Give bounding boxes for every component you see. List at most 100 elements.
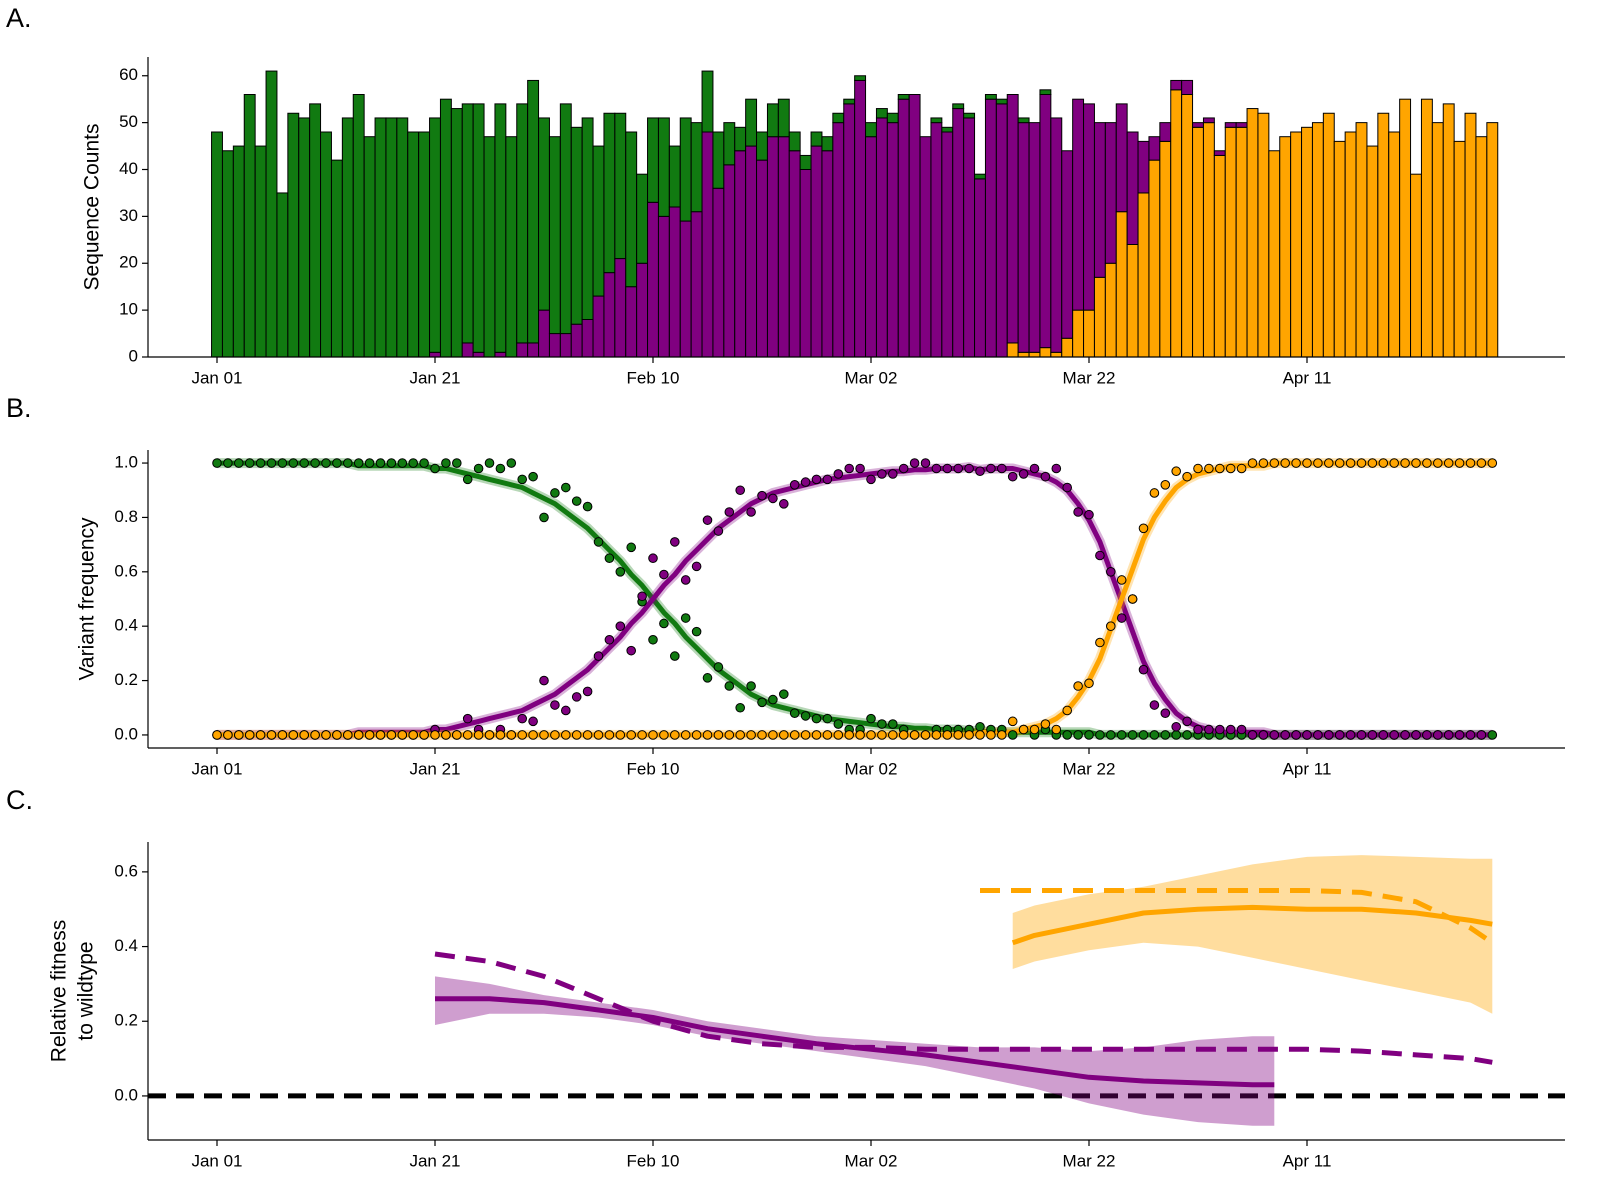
data-point (1127, 594, 1138, 604)
data-point (1465, 730, 1476, 740)
data-point (1084, 678, 1094, 689)
data-point (659, 730, 669, 740)
bar-segment (984, 98, 997, 358)
data-point (255, 730, 266, 740)
bar-segment (1115, 103, 1128, 213)
bar-segment (1050, 117, 1063, 353)
bar-segment (963, 117, 976, 358)
data-point (931, 730, 942, 740)
bar-segment (1377, 112, 1390, 358)
bar-segment (963, 112, 976, 119)
data-point (811, 730, 822, 740)
data-point (364, 458, 375, 468)
data-point (833, 719, 844, 729)
data-point (724, 730, 735, 740)
data-point (473, 463, 484, 474)
data-point (1334, 730, 1345, 740)
data-point (1051, 463, 1062, 474)
plot-area (212, 458, 1498, 740)
bar-segment (1344, 131, 1357, 358)
bar-segment (1039, 94, 1052, 349)
bar-segment (472, 351, 485, 358)
data-point (539, 730, 549, 740)
x-tick-label: Apr 11 (1283, 368, 1332, 387)
data-point (582, 730, 593, 740)
bar-segment (1137, 140, 1150, 194)
data-point (1487, 730, 1498, 740)
data-point (1160, 730, 1171, 740)
estimate-line (1011, 904, 1493, 946)
y-tick-label: 0.8 (114, 507, 138, 526)
data-point (441, 458, 451, 468)
data-point (1116, 613, 1127, 623)
data-point (462, 713, 473, 724)
bar-segment (788, 150, 801, 358)
bar-segment (439, 98, 452, 358)
x-tick-label: Jan 01 (191, 759, 242, 778)
bar-segment (407, 131, 420, 358)
bar-segment (1486, 122, 1499, 358)
data-point (735, 730, 746, 740)
data-point (670, 651, 680, 661)
bar-segment (1213, 154, 1226, 358)
bar-segment (298, 117, 311, 358)
data-point (1073, 507, 1083, 517)
bar-segment (1388, 131, 1401, 358)
y-tick-label: 0.6 (114, 861, 138, 880)
data-point (462, 474, 473, 485)
data-point (768, 493, 778, 504)
data-point (1422, 458, 1432, 468)
bar-segment (832, 122, 845, 358)
data-point (419, 730, 429, 740)
bar-segment (756, 159, 768, 358)
data-point (1029, 463, 1040, 474)
data-point (1116, 730, 1127, 740)
bar-segment (679, 117, 692, 222)
data-point (680, 613, 691, 623)
data-point (528, 471, 538, 482)
bar-segment (679, 220, 692, 358)
bar-segment (243, 94, 256, 358)
bar-segment (592, 295, 605, 358)
data-point (702, 730, 713, 740)
bar-segment (854, 75, 867, 81)
bar-segment (211, 131, 223, 358)
data-point (223, 730, 233, 740)
bar-segment (276, 192, 289, 358)
data-point (659, 569, 669, 580)
bar-segment (1006, 342, 1019, 358)
data-point (964, 463, 974, 474)
bar-segment (1093, 276, 1106, 358)
data-point (539, 512, 549, 523)
data-point (506, 730, 517, 740)
data-point (975, 730, 985, 740)
data-point (1182, 471, 1192, 482)
bar-segment (1126, 244, 1139, 358)
data-point (953, 463, 964, 474)
data-point (582, 501, 593, 512)
y-tick-label: 0.2 (114, 1011, 138, 1030)
data-point (746, 730, 756, 740)
data-point (789, 480, 800, 490)
data-point (332, 458, 342, 468)
data-point (822, 730, 833, 740)
bar-segment (1093, 122, 1106, 278)
bar-segment (1050, 351, 1063, 358)
data-point (321, 730, 331, 740)
data-point (713, 730, 724, 740)
data-point (604, 730, 615, 740)
y-tick-label: 0.0 (114, 1085, 138, 1104)
data-point (1345, 458, 1356, 468)
data-point (1476, 730, 1487, 740)
y-tick-label: 0.4 (114, 936, 138, 955)
x-tick-label: Mar 02 (845, 368, 898, 387)
bar-segment (908, 94, 921, 358)
bar-segment (396, 117, 409, 358)
bar-segment (472, 103, 485, 353)
y-axis-label: Relative fitness (48, 920, 71, 1062)
bar-segment (1453, 140, 1466, 358)
bar-segment (941, 126, 954, 133)
bar-segment (821, 136, 834, 152)
bar-segment (1355, 122, 1368, 358)
data-point (615, 567, 626, 577)
